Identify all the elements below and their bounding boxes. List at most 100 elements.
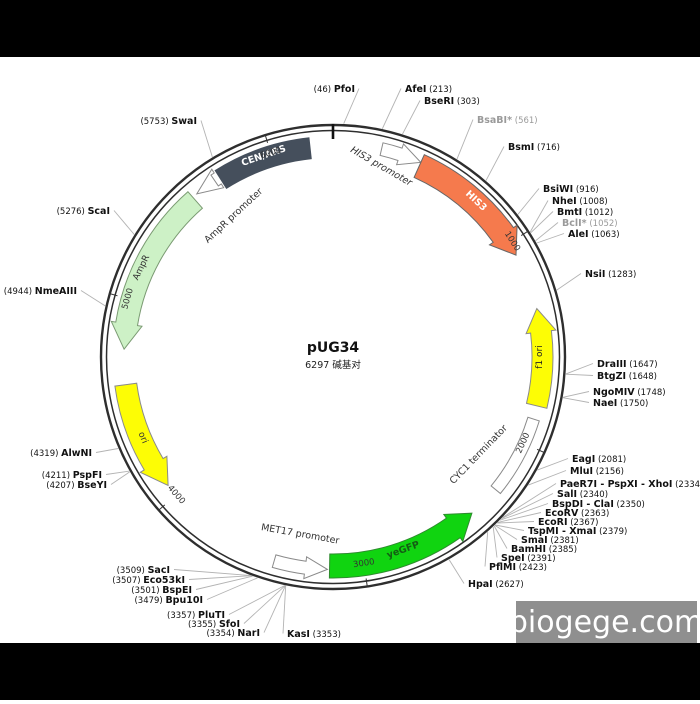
site-label-HpaI: HpaI (2627): [468, 579, 524, 590]
site-leader-TspMI-XmaI: [495, 524, 525, 531]
site-leader-PspFI: [105, 470, 130, 475]
site-label-BseRI: BseRI (303): [424, 96, 480, 107]
site-label-BtgZI: BtgZI (1648): [597, 371, 657, 382]
site-leader-EagI: [537, 458, 569, 471]
site-leader-BseRI: [402, 100, 421, 135]
site-label-Bpu10I: (3479) Bpu10I: [134, 595, 203, 606]
tick-1000: [520, 230, 530, 237]
site-leader-BamHI: [493, 525, 508, 549]
site-label-NaeI: NaeI (1750): [593, 398, 648, 409]
site-leader-BclI-: [535, 222, 559, 242]
site-labels-layer: (46) PfoI AfeI (213)BseRI (303) BsaBI* (56…: [4, 84, 700, 640]
tick-label-3000: 3000: [352, 557, 375, 570]
site-label-Eco53kI: (3507) Eco53kI: [112, 575, 185, 586]
site-label-BseYI: (4207) BseYI: [46, 480, 107, 491]
site-label-SacI: (3509) SacI: [117, 565, 170, 576]
site-leader-BtgZI: [565, 373, 594, 376]
plasmid-size-label: 6297 碱基对: [305, 359, 361, 371]
site-label-PluTI: (3357) PluTI: [167, 610, 225, 621]
feature-ampr-promoter-label: AmpR promoter: [202, 186, 265, 246]
site-label-SpeI: SpeI (2391): [501, 553, 556, 564]
tick-5000: [108, 292, 118, 297]
site-label-PspFI: (4211) PspFI: [42, 470, 102, 481]
feature-ori: [114, 382, 169, 487]
site-label-BsmI: BsmI (716): [508, 142, 560, 153]
site-label-NsiI: NsiI (1283): [585, 269, 636, 280]
feature-ampr: [110, 190, 204, 351]
feature-f1-ori-label: f1 ori: [535, 345, 545, 368]
site-label-PflMI: PflMI (2423): [489, 562, 547, 573]
site-label-DraIII: DraIII (1647): [597, 359, 658, 370]
site-leader-BspDI-ClaI: [499, 503, 549, 521]
site-label-SmaI: SmaI (2381): [521, 535, 579, 546]
site-leader-SmaI: [494, 524, 518, 540]
site-leader-NmeAIII: [80, 290, 106, 307]
feature-ampr-promoter: [195, 168, 225, 195]
site-leader-NsiI: [556, 273, 582, 291]
site-label-BclI-: BclI* (1052): [562, 218, 618, 229]
site-leader-NarI: [263, 585, 286, 633]
site-leader-DraIII: [565, 363, 594, 375]
site-leader-BseYI: [110, 471, 130, 485]
site-leader-Eco53kI: [188, 575, 252, 580]
site-leader-SpeI: [492, 526, 498, 558]
site-leader-MluI: [528, 470, 567, 486]
feature-yegfp: [328, 512, 473, 579]
site-leader-SacI: [173, 569, 251, 577]
site-label-BsiWI: BsiWI (916): [543, 184, 599, 195]
site-label-SwaI: (5753) SwaI: [140, 116, 197, 127]
site-leader-AlwNI: [95, 448, 119, 453]
site-label-BmtI: BmtI (1012): [557, 207, 613, 218]
site-leader-SfoI: [243, 585, 286, 624]
site-label-EagI: EagI (2081): [572, 454, 626, 465]
tick-2000: [536, 448, 546, 454]
feature-cen-ars: [214, 137, 312, 189]
site-leader-NgoMIV: [562, 391, 590, 398]
site-label-SfoI: (3355) SfoI: [188, 619, 240, 630]
site-label-PaeR7I-PspXI-XhoI: PaeR7I - PspXI - XhoI (2334): [560, 479, 700, 490]
feature-met17-promoter-label: MET17 promoter: [260, 522, 340, 547]
site-leader-PfoI: [343, 88, 360, 124]
site-label-AlwNI: (4319) AlwNI: [30, 448, 92, 459]
site-leader-AfeI: [381, 88, 402, 129]
backbone-inner-ring: [105, 129, 561, 585]
tick-label-4000: 4000: [165, 484, 187, 507]
tick-4000: [157, 504, 166, 512]
feature-his3: [413, 154, 518, 256]
site-label-TspMI-XmaI: TspMI - XmaI (2379): [528, 526, 627, 537]
site-leader-HpaI: [448, 559, 465, 584]
site-label-MluI: MluI (2156): [570, 466, 624, 477]
feature-ori-label: ori: [136, 431, 150, 446]
site-leader-AleI: [536, 233, 565, 244]
site-leader-SalI: [501, 493, 554, 520]
site-label-AleI: AleI (1063): [568, 229, 620, 240]
site-leader-BsaBI-: [456, 119, 474, 160]
bottom-letterbox-bar: [0, 643, 700, 700]
site-label-KasI: KasI (3353): [287, 629, 341, 640]
site-label-EcoRV: EcoRV (2363): [545, 508, 609, 519]
site-leader-NaeI: [562, 397, 590, 403]
feature-cyc1-terminator: [490, 416, 540, 495]
tick-6000: [264, 134, 269, 143]
site-label-AfeI: AfeI (213): [405, 84, 452, 95]
site-label-NgoMIV: NgoMIV (1748): [593, 387, 666, 398]
site-label-BamHI: BamHI (2385): [511, 544, 577, 555]
watermark: biogege.com: [509, 601, 700, 643]
feature-met17-promoter: [271, 554, 329, 580]
site-label-NheI: NheI (1008): [552, 196, 608, 207]
site-label-ScaI: (5276) ScaI: [57, 206, 110, 217]
site-leader-EcoRI: [497, 521, 535, 524]
site-label-EcoRI: EcoRI (2367): [538, 517, 598, 528]
site-label-BsaBI-: BsaBI* (561): [477, 115, 538, 126]
watermark-background: [516, 601, 697, 643]
site-leader-PaeR7I-PspXI-XhoI: [502, 483, 557, 518]
site-leader-PflMI: [484, 531, 489, 567]
site-label-NmeAIII: (4944) NmeAIII: [4, 286, 77, 297]
site-leader-BsmI: [485, 146, 505, 181]
site-label-NarI: (3354) NarI: [206, 628, 260, 639]
site-leader-NheI: [529, 200, 549, 233]
site-leader-KasI: [282, 585, 287, 634]
site-leader-BsiWI: [517, 188, 540, 215]
site-leader-EcoRV: [497, 512, 542, 523]
